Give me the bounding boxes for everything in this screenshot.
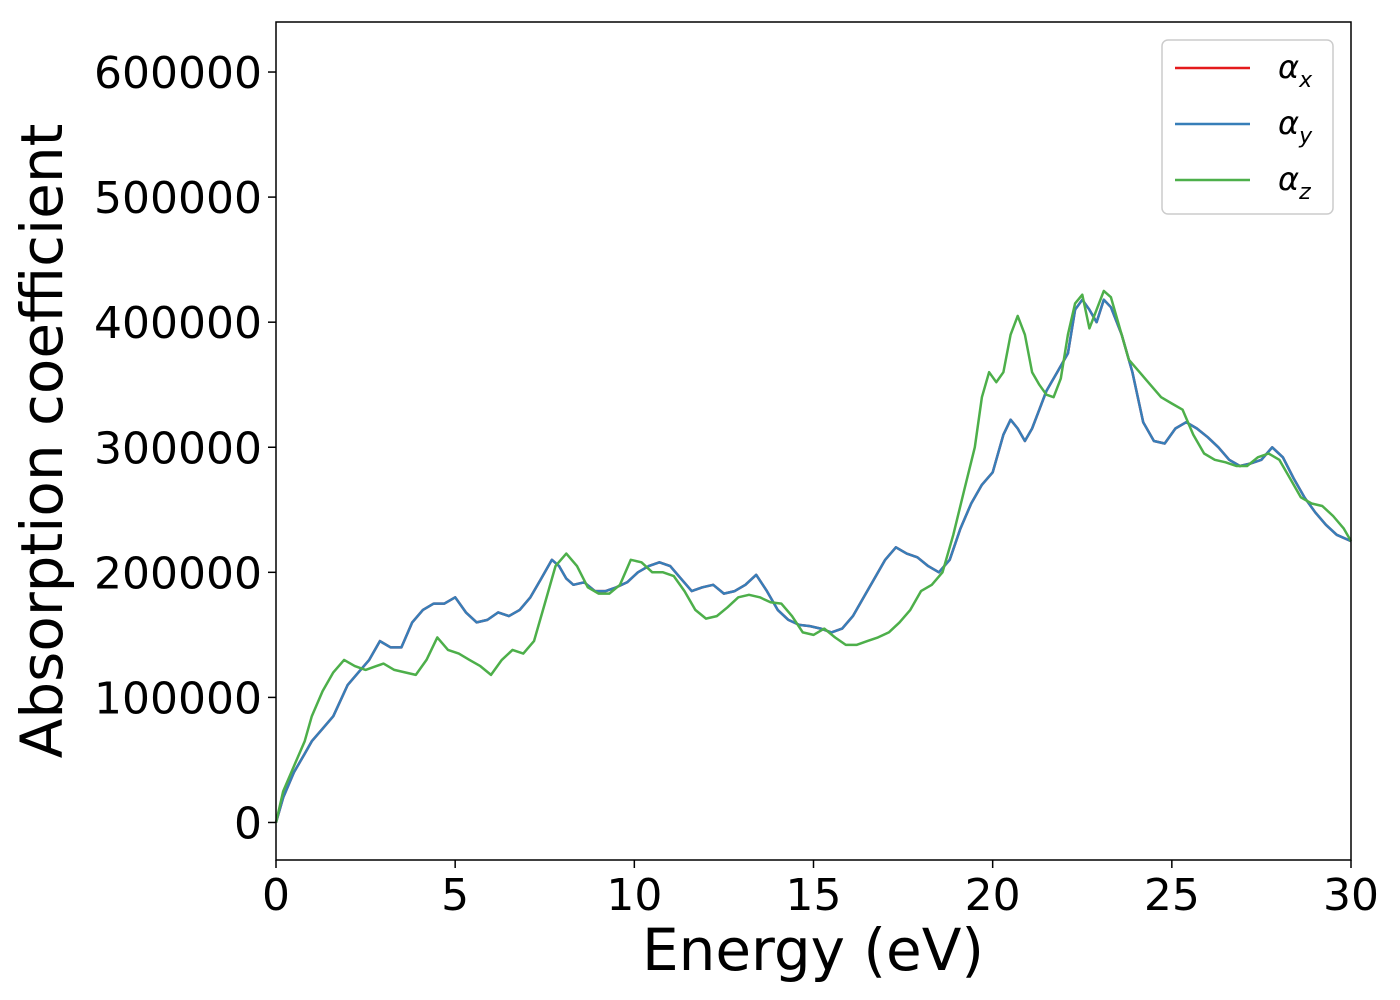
series-layer (274, 289, 1353, 823)
y-tick-label: 400000 (94, 298, 262, 349)
y-tick-label: 600000 (94, 48, 262, 99)
x-tick-label: 25 (1144, 870, 1200, 921)
legend-box (1161, 39, 1334, 215)
series-line-3 (274, 289, 1353, 823)
legend: αx αy αz (1161, 39, 1334, 215)
x-tick-label: 30 (1323, 870, 1379, 921)
legend-label-2: αy (1278, 104, 1313, 149)
y-tick-label: 300000 (94, 423, 262, 474)
x-tick-label: 10 (606, 870, 662, 921)
y-tick-label: 500000 (94, 173, 262, 224)
legend-entries: αx αy αz (1175, 48, 1313, 205)
plot-frame (275, 21, 1352, 861)
tick-layer: 0 5 10 15 20 25 30 0 100000 200000 300000 400000 500… (94, 48, 1379, 921)
x-axis-label: Energy (eV) (642, 916, 984, 984)
x-tick-label: 20 (965, 870, 1021, 921)
y-axis-label: Absorption coefficient (8, 124, 76, 759)
y-tick-label: 100000 (94, 673, 262, 724)
legend-label-3: αz (1278, 160, 1311, 205)
x-tick-label: 5 (441, 870, 469, 921)
x-tick-label: 0 (262, 870, 290, 921)
legend-label-1: αx (1278, 48, 1313, 93)
y-tick-label: 0 (234, 798, 262, 849)
y-tick-label: 200000 (94, 548, 262, 599)
x-tick-label: 15 (786, 870, 842, 921)
